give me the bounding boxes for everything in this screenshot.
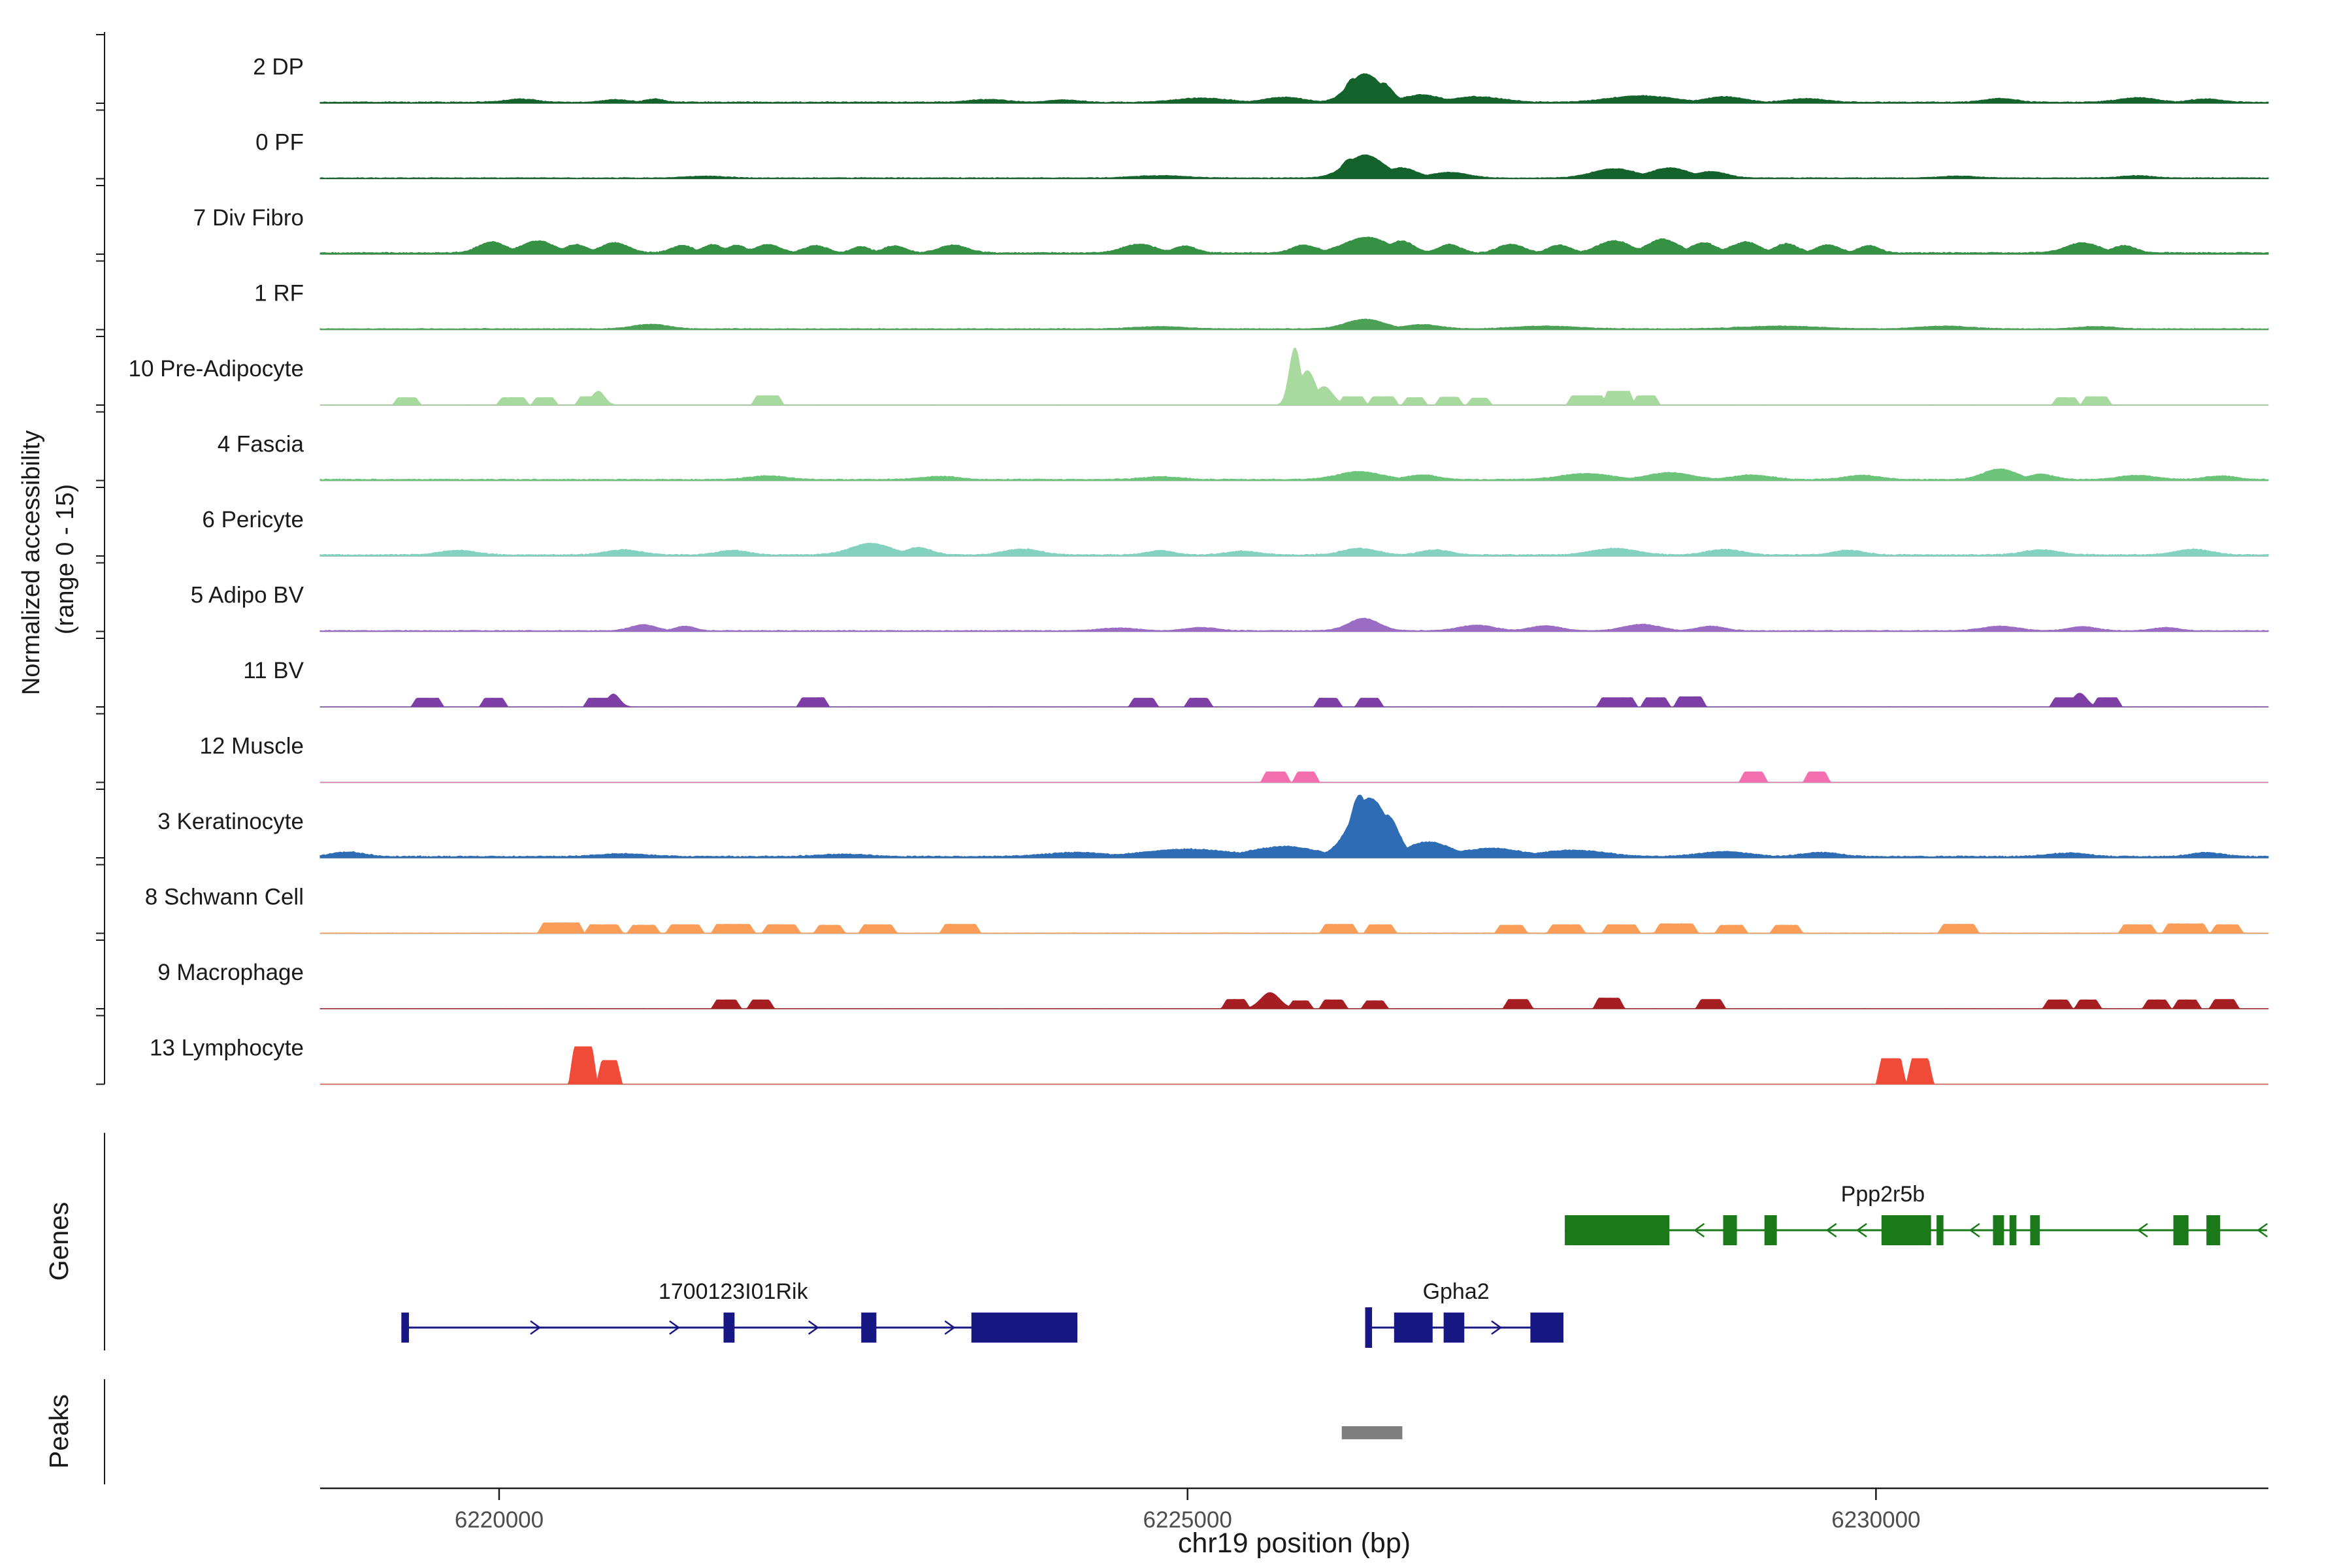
signal-area — [319, 154, 2269, 179]
signal-area — [319, 693, 2269, 708]
signal-area — [320, 771, 2268, 783]
gene-exon — [2009, 1215, 2017, 1245]
signal-area — [319, 922, 2269, 934]
strand-arrow — [1855, 1222, 1867, 1238]
track-label: 5 Adipo BV — [191, 583, 304, 608]
track-label: 1 RF — [254, 281, 304, 306]
track-label: 3 Keratinocyte — [157, 809, 304, 834]
signal-area — [319, 348, 2269, 406]
strand-arrow — [669, 1320, 680, 1335]
strand-arrow — [1693, 1222, 1705, 1238]
gene-exon — [401, 1313, 409, 1343]
strand-arrow — [944, 1320, 956, 1335]
track-label: 8 Schwann Cell — [145, 885, 304, 910]
signal-area — [319, 237, 2269, 255]
strand-arrow — [530, 1320, 542, 1335]
signal-area — [319, 992, 2269, 1009]
track-label: 13 Lymphocyte — [150, 1036, 304, 1061]
track-label: 12 Muscle — [199, 734, 304, 759]
y-axis-label: Normalized accessibility (range 0 - 15) — [18, 423, 79, 695]
signal-area — [319, 794, 2269, 858]
strand-arrow — [2257, 1222, 2268, 1238]
peaks-track — [1341, 1426, 1403, 1439]
track-label: 11 BV — [243, 658, 304, 683]
genes-section-label: Genes — [44, 1202, 74, 1281]
strand-arrow — [1825, 1222, 1837, 1238]
gene-exon — [2173, 1215, 2189, 1245]
gene-exon — [1565, 1215, 1670, 1245]
gene-exon — [1723, 1215, 1737, 1245]
x-tick-label: 6220000 — [455, 1507, 544, 1533]
x-tick-label: 6225000 — [1143, 1507, 1232, 1533]
track-label: 7 Div Fibro — [193, 205, 304, 231]
gene-name-label: Gpha2 — [1423, 1279, 1490, 1304]
track-label: 10 Pre-Adipocyte — [129, 356, 304, 382]
strand-arrow — [1491, 1320, 1503, 1335]
x-axis-title: chr19 position (bp) — [1178, 1527, 1411, 1559]
gene-exon — [723, 1313, 735, 1343]
gene-exon — [1365, 1307, 1373, 1348]
gene-exon — [1881, 1215, 1931, 1245]
gene-exon — [1530, 1313, 1564, 1343]
signal-area — [319, 468, 2269, 481]
peaks-section-label: Peaks — [44, 1394, 74, 1469]
accessibility-tracks: 2 DP 0 PF 7 Div Fibro 1 RF 10 Pre-Adipocyte 4… — [129, 54, 2269, 1085]
x-tick-label: 6230000 — [1831, 1507, 1920, 1533]
gene-name-label: Ppp2r5b — [1841, 1182, 1925, 1207]
gene-exon — [1993, 1215, 2004, 1245]
gene-exon — [1936, 1215, 1944, 1245]
axes: 6220000 6225000 6230000 — [96, 32, 2268, 1533]
track-label: 6 Pericyte — [202, 507, 304, 532]
track-label: 2 DP — [253, 54, 304, 80]
gene-exon — [1394, 1313, 1433, 1343]
strand-arrow — [808, 1320, 819, 1335]
gene-exon — [861, 1313, 877, 1343]
signal-area — [320, 1046, 2268, 1085]
gene-exon — [2206, 1215, 2221, 1245]
strand-arrow — [2136, 1222, 2148, 1238]
signal-area — [319, 318, 2269, 330]
gene-exon — [971, 1313, 1078, 1343]
signal-area — [319, 542, 2269, 557]
track-label: 4 Fascia — [218, 432, 304, 457]
track-label: 9 Macrophage — [157, 960, 304, 985]
signal-area — [319, 73, 2269, 104]
strand-arrow — [1968, 1222, 1980, 1238]
gene-name-label: 1700123I01Rik — [659, 1279, 809, 1304]
peak-bar — [1341, 1426, 1403, 1439]
track-label: 0 PF — [255, 130, 304, 155]
gene-exon — [1764, 1215, 1777, 1245]
gene-exon — [1443, 1313, 1465, 1343]
signal-area — [319, 617, 2269, 632]
gene-exon — [2030, 1215, 2040, 1245]
genes-track: Ppp2r5b 1700123I01Rik Gpha2 — [401, 1182, 2268, 1348]
